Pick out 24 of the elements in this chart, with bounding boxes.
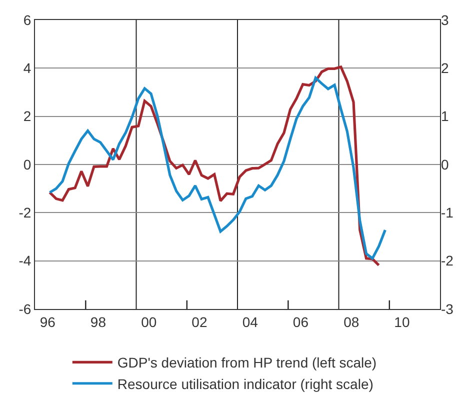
y-tick-label: 4 <box>23 60 32 76</box>
y2-tick-label: 0 <box>441 156 449 172</box>
y-tick-label: -6 <box>18 300 32 317</box>
y-tick-label: -2 <box>18 204 32 221</box>
x-tick-label: 98 <box>90 314 106 330</box>
y2-tick-label: -1 <box>441 204 454 221</box>
y2-tick-label: -3 <box>441 300 454 317</box>
y-tick-label: 6 <box>23 12 32 28</box>
y2-tick-label: 2 <box>441 60 449 76</box>
x-tick-label: 08 <box>344 314 360 330</box>
y2-tick-label: -2 <box>441 252 454 269</box>
legend-label: GDP's deviation from HP trend (left scale) <box>117 354 377 371</box>
x-tick-label: 06 <box>292 314 309 330</box>
x-tick-label: 04 <box>242 314 258 330</box>
y-tick-label: 2 <box>23 108 32 124</box>
legend-label: Resource utilisation indicator (right scale) <box>117 376 374 392</box>
x-tick-label: 96 <box>40 314 56 330</box>
x-tick-label: 02 <box>192 314 208 330</box>
x-tick-label: 00 <box>141 314 157 330</box>
y-tick-label: 0 <box>23 156 32 172</box>
x-tick-label: 10 <box>394 314 410 330</box>
y2-tick-label: 1 <box>441 108 449 124</box>
y2-tick-label: 3 <box>441 12 449 28</box>
y-tick-label: -4 <box>18 252 32 269</box>
